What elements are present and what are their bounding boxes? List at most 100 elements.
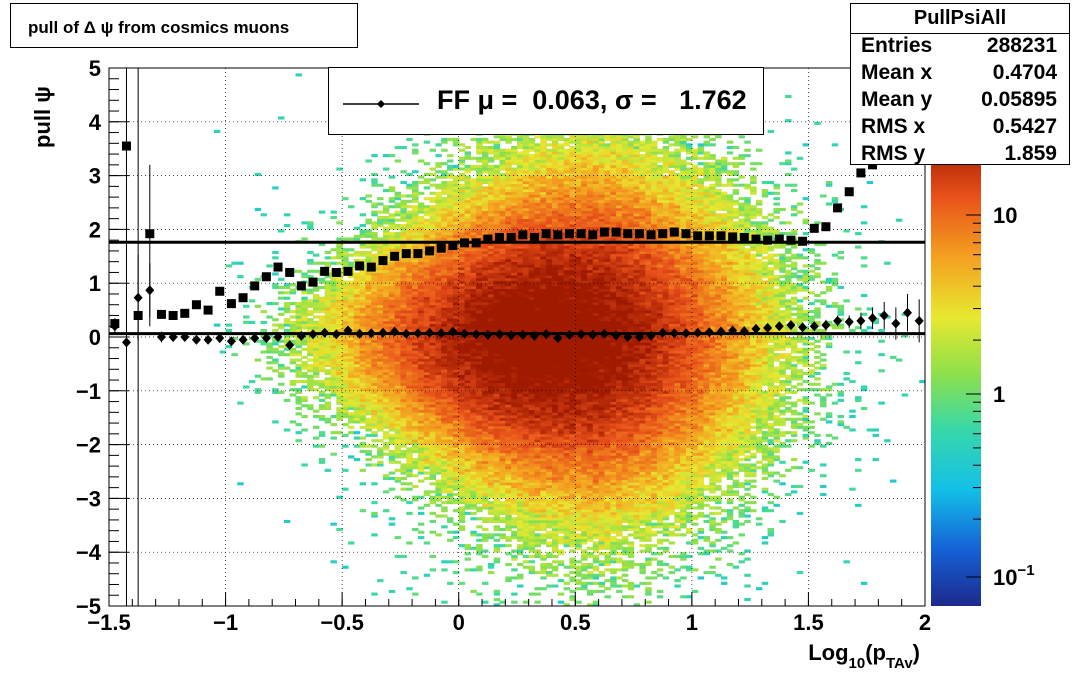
heatmap-cell [487, 404, 495, 408]
heatmap-cell [330, 390, 337, 394]
heatmap-cell [429, 256, 436, 260]
heatmap-cell [359, 363, 367, 367]
heatmap-cell [487, 463, 495, 467]
heatmap-cell [406, 396, 413, 400]
heatmap-cell [482, 205, 489, 209]
heatmap-cell [540, 191, 547, 195]
heatmap-cell [423, 337, 431, 341]
heatmap-cell [283, 291, 291, 295]
heatmap-cell [505, 355, 512, 359]
heatmap-cell [382, 337, 390, 341]
heatmap-cell [330, 256, 337, 260]
heatmap-cell [458, 234, 466, 238]
heatmap-cell [225, 345, 232, 349]
heatmap-cell [359, 328, 367, 333]
heatmap-cell [505, 213, 512, 217]
heatmap-cell [522, 417, 530, 421]
heatmap-cell [289, 291, 297, 295]
heatmap-cell [400, 428, 407, 432]
heatmap-cell [487, 304, 495, 308]
heatmap-cell [353, 369, 361, 373]
heatmap-cell [511, 401, 518, 405]
heatmap-cell [464, 337, 471, 341]
heatmap-cell [540, 280, 547, 284]
heatmap-cell [429, 436, 436, 440]
heatmap-cell [470, 498, 477, 502]
heatmap-cell [301, 355, 308, 359]
heatmap-cell [534, 213, 541, 217]
heatmap-cell [517, 374, 524, 378]
heatmap-cell [412, 398, 419, 402]
heatmap-cell [499, 374, 506, 378]
heatmap-cell [342, 404, 349, 408]
heatmap-cell [400, 423, 407, 427]
heatmap-cell [283, 366, 291, 370]
heatmap-cell [394, 234, 402, 238]
heatmap-cell [470, 439, 477, 443]
heatmap-cell [447, 436, 454, 440]
heatmap-cell [493, 172, 501, 176]
heatmap-cell [534, 449, 541, 454]
heatmap-cell [371, 444, 378, 448]
heatmap-cell [301, 396, 308, 400]
heatmap-cell [464, 296, 471, 300]
heatmap-cell [429, 380, 436, 384]
heatmap-cell [511, 439, 518, 443]
heatmap-cell [447, 275, 454, 279]
heatmap-cell [487, 501, 495, 505]
heatmap-cell [464, 482, 471, 486]
heatmap-cell [447, 490, 454, 494]
heatmap-cell [511, 277, 518, 281]
heatmap-cell [517, 167, 524, 171]
heatmap-cell [511, 444, 518, 448]
heatmap-cell [447, 493, 454, 497]
heatmap-cell [441, 213, 448, 217]
heatmap-cell [528, 519, 536, 524]
heatmap-cell [353, 358, 361, 362]
heatmap-cell [540, 339, 547, 343]
heatmap-cell [423, 471, 431, 475]
heatmap-cell [382, 396, 390, 400]
heatmap-cell [382, 355, 390, 359]
heatmap-cell [377, 404, 384, 408]
heatmap-cell [441, 409, 448, 413]
heatmap-cell [476, 199, 483, 203]
heatmap-cell [499, 258, 506, 263]
heatmap-cell [511, 350, 518, 354]
heatmap-cell [493, 366, 501, 370]
heatmap-cell [482, 256, 489, 260]
heatmap-cell [295, 374, 302, 378]
heatmap-cell [295, 350, 302, 354]
heatmap-cell [353, 283, 361, 287]
heatmap-cell [371, 253, 378, 257]
heatmap-cell [388, 433, 396, 437]
heatmap-cell [487, 350, 495, 354]
heatmap-cell [522, 371, 530, 376]
heatmap-cell [540, 417, 547, 421]
heatmap-cell [365, 256, 372, 260]
heatmap-cell [324, 293, 332, 298]
heatmap-cell [382, 431, 390, 435]
heatmap-cell [499, 382, 506, 386]
heatmap-cell [429, 288, 436, 292]
heatmap-cell [417, 412, 425, 416]
heatmap-cell [458, 218, 466, 222]
heatmap-cell [522, 164, 530, 168]
heatmap-cell [517, 401, 524, 405]
heatmap-cell [476, 463, 483, 467]
heatmap-cell [412, 232, 419, 236]
heatmap-cell [283, 519, 291, 524]
heatmap-cell [313, 304, 320, 308]
heatmap-cell [470, 460, 477, 464]
heatmap-cell [482, 536, 489, 540]
heatmap-cell [429, 417, 436, 421]
heatmap-cell [458, 326, 466, 330]
heatmap-cell [400, 337, 407, 341]
heatmap-cell [505, 283, 512, 287]
heatmap-cell [482, 493, 489, 497]
heatmap-cell [476, 428, 483, 432]
heatmap-cell [365, 258, 372, 263]
heatmap-cell [522, 194, 530, 198]
heatmap-cell [528, 302, 536, 306]
heatmap-cell [336, 385, 343, 389]
